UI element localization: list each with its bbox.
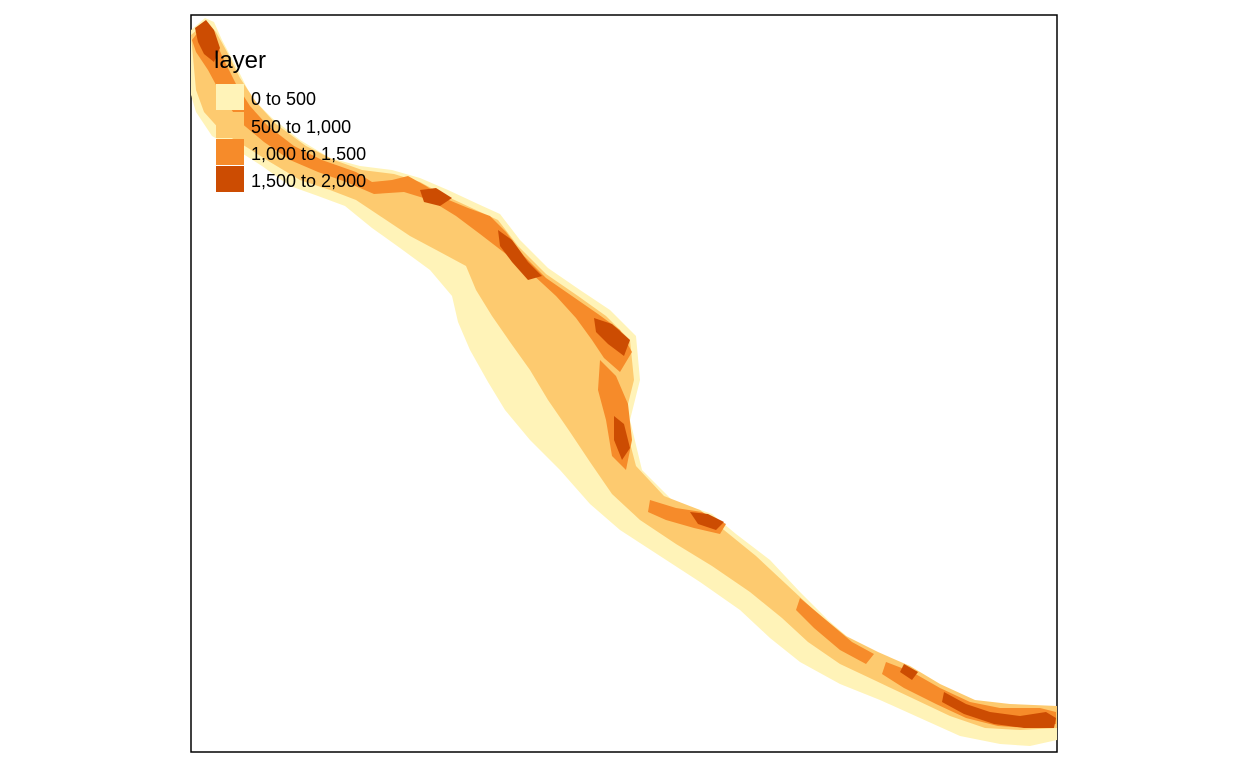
legend-swatch [216,112,244,138]
elevation-class-1500-2000 [690,512,724,530]
elevation-class-1500-2000 [195,20,220,62]
elevation-class-1500-2000 [900,664,918,680]
elevation-class-1000-1500 [796,598,874,664]
elevation-class-1500-2000 [594,318,630,356]
legend-swatch [216,166,244,192]
legend-item: 500 to 1,000 [216,112,351,138]
legend-item: 1,500 to 2,000 [216,166,366,192]
legend: layer 0 to 500 500 to 1,000 1,000 to 1,5… [214,47,366,192]
elevation-class-1500-2000 [614,416,630,460]
raster-layer [191,18,1057,746]
legend-swatch [216,139,244,165]
elevation-class-1500-2000 [942,692,1056,728]
legend-item: 1,000 to 1,500 [216,139,366,165]
legend-swatch [216,84,244,110]
legend-item: 0 to 500 [216,84,316,110]
elevation-class-1500-2000 [420,188,452,206]
elevation-class-1000-1500 [882,662,1056,728]
legend-label: 1,000 to 1,500 [251,144,366,164]
legend-title: layer [214,47,266,74]
legend-label: 1,500 to 2,000 [251,171,366,191]
legend-label: 500 to 1,000 [251,117,351,137]
elevation-class-1500-2000 [498,230,542,280]
legend-label: 0 to 500 [251,89,316,109]
elevation-class-500-1000 [191,22,1057,730]
